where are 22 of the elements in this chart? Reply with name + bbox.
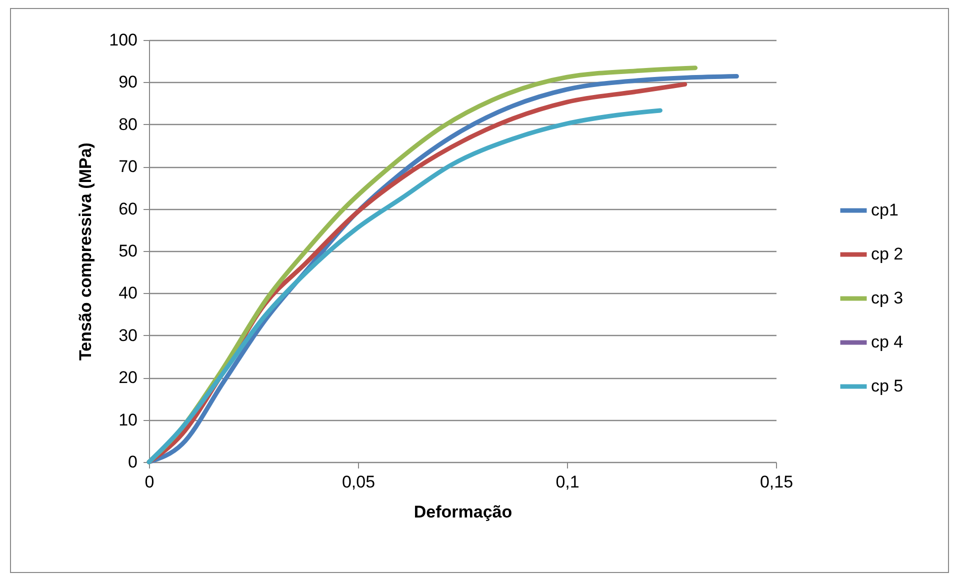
x-tick-label: 0 bbox=[144, 472, 154, 492]
legend-label: cp 5 bbox=[871, 376, 904, 396]
y-tick-label: 90 bbox=[118, 72, 138, 92]
y-tick-label: 80 bbox=[118, 114, 138, 134]
y-tick-label: 50 bbox=[118, 242, 138, 260]
legend-label: cp 2 bbox=[871, 244, 904, 264]
y-tick-label: 0 bbox=[128, 452, 138, 472]
y-axis-title: Tensão compressiva (MPa) bbox=[76, 142, 96, 360]
x-tick-label: 0,05 bbox=[342, 472, 376, 492]
y-tick-label: 60 bbox=[118, 199, 138, 218]
legend-label: cp 3 bbox=[871, 288, 904, 308]
x-tick-label: 0,15 bbox=[760, 472, 794, 492]
x-tick-label: 0,1 bbox=[556, 472, 580, 492]
y-tick-label: 40 bbox=[118, 284, 138, 303]
y-tick-label: 70 bbox=[118, 157, 138, 176]
legend-label: cp1 bbox=[871, 200, 898, 220]
y-tick-label: 20 bbox=[118, 368, 138, 388]
y-tick-label: 100 bbox=[109, 30, 138, 50]
x-axis-title: Deformação bbox=[414, 502, 512, 522]
y-tick-label: 30 bbox=[118, 326, 138, 345]
y-tick-label: 10 bbox=[118, 410, 138, 430]
legend-label: cp 4 bbox=[871, 332, 904, 352]
